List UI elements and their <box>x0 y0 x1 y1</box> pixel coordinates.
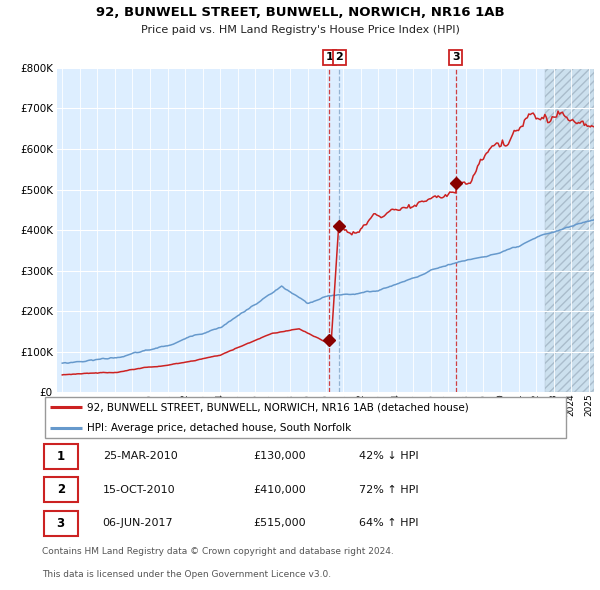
Text: 72% ↑ HPI: 72% ↑ HPI <box>359 485 418 494</box>
Text: 64% ↑ HPI: 64% ↑ HPI <box>359 518 418 528</box>
Text: 2: 2 <box>56 483 65 496</box>
Bar <box>545 68 594 392</box>
Text: 06-JUN-2017: 06-JUN-2017 <box>103 518 173 528</box>
Text: 3: 3 <box>452 53 460 63</box>
Text: £130,000: £130,000 <box>253 451 306 461</box>
Text: 2: 2 <box>335 53 343 63</box>
Text: HPI: Average price, detached house, South Norfolk: HPI: Average price, detached house, Sout… <box>87 422 351 432</box>
FancyBboxPatch shape <box>44 444 78 469</box>
FancyBboxPatch shape <box>44 397 566 438</box>
Text: 92, BUNWELL STREET, BUNWELL, NORWICH, NR16 1AB: 92, BUNWELL STREET, BUNWELL, NORWICH, NR… <box>95 6 505 19</box>
Text: £410,000: £410,000 <box>253 485 306 494</box>
Text: 1: 1 <box>56 450 65 463</box>
FancyBboxPatch shape <box>44 477 78 502</box>
Text: 42% ↓ HPI: 42% ↓ HPI <box>359 451 418 461</box>
Text: This data is licensed under the Open Government Licence v3.0.: This data is licensed under the Open Gov… <box>42 571 331 579</box>
Text: Contains HM Land Registry data © Crown copyright and database right 2024.: Contains HM Land Registry data © Crown c… <box>42 547 394 556</box>
Text: 1: 1 <box>325 53 333 63</box>
Text: 3: 3 <box>56 517 65 530</box>
FancyBboxPatch shape <box>44 510 78 536</box>
Text: 15-OCT-2010: 15-OCT-2010 <box>103 485 175 494</box>
Text: Price paid vs. HM Land Registry's House Price Index (HPI): Price paid vs. HM Land Registry's House … <box>140 25 460 35</box>
Text: 25-MAR-2010: 25-MAR-2010 <box>103 451 178 461</box>
Text: £515,000: £515,000 <box>253 518 306 528</box>
Text: 92, BUNWELL STREET, BUNWELL, NORWICH, NR16 1AB (detached house): 92, BUNWELL STREET, BUNWELL, NORWICH, NR… <box>87 402 469 412</box>
